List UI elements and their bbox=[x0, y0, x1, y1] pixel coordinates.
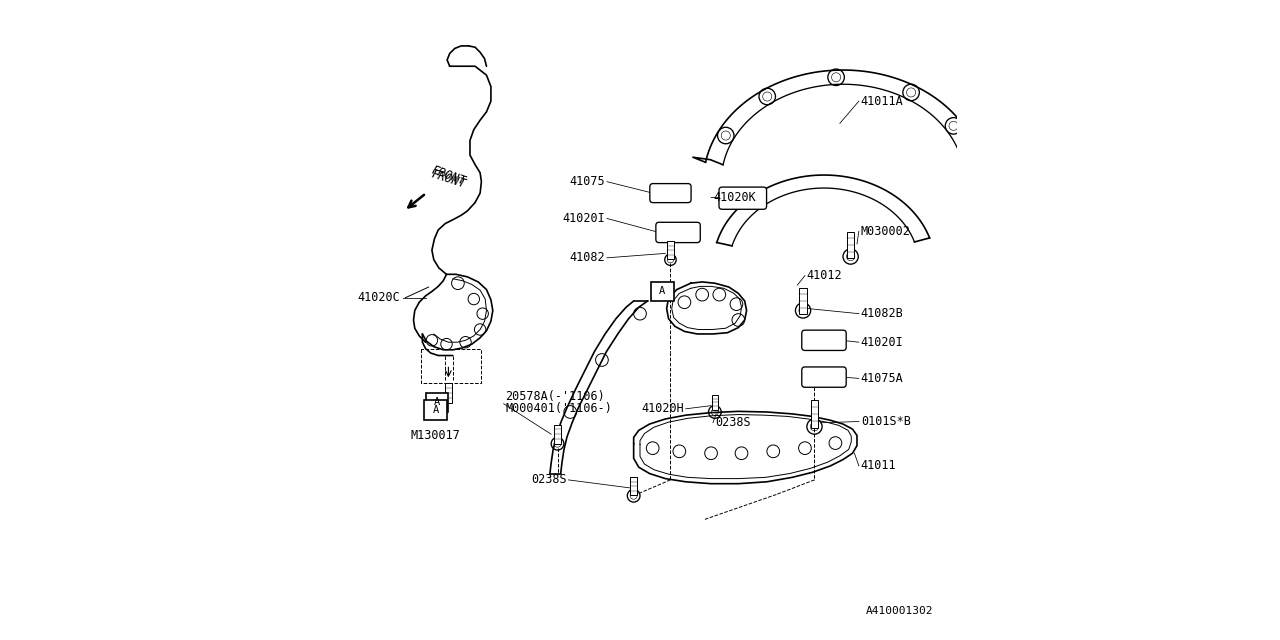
Circle shape bbox=[844, 249, 859, 264]
FancyBboxPatch shape bbox=[650, 184, 691, 203]
Text: 0238S: 0238S bbox=[714, 416, 750, 429]
Text: A: A bbox=[434, 397, 440, 408]
Circle shape bbox=[627, 490, 640, 502]
Text: 41020C: 41020C bbox=[357, 291, 401, 304]
Text: 0101S*B: 0101S*B bbox=[860, 415, 910, 428]
Text: 41011: 41011 bbox=[860, 460, 896, 472]
FancyBboxPatch shape bbox=[554, 425, 561, 444]
Text: 41012: 41012 bbox=[806, 269, 842, 282]
Circle shape bbox=[945, 118, 961, 134]
Circle shape bbox=[759, 88, 776, 105]
FancyBboxPatch shape bbox=[812, 399, 818, 428]
Circle shape bbox=[664, 254, 676, 266]
Text: 41020H: 41020H bbox=[641, 403, 685, 415]
Circle shape bbox=[795, 303, 810, 318]
FancyBboxPatch shape bbox=[655, 222, 700, 243]
Text: A410001302: A410001302 bbox=[865, 605, 933, 616]
Text: A: A bbox=[659, 287, 666, 296]
FancyBboxPatch shape bbox=[799, 287, 808, 314]
Text: M000401('1106-): M000401('1106-) bbox=[506, 403, 612, 415]
Text: 41011A: 41011A bbox=[860, 95, 904, 108]
FancyBboxPatch shape bbox=[445, 383, 452, 403]
Text: 41020I: 41020I bbox=[562, 212, 605, 225]
Circle shape bbox=[552, 437, 564, 450]
Text: M030002: M030002 bbox=[860, 225, 910, 237]
Text: 41075A: 41075A bbox=[860, 372, 904, 385]
Text: M130017: M130017 bbox=[411, 429, 461, 442]
Circle shape bbox=[718, 127, 733, 144]
Circle shape bbox=[709, 406, 721, 419]
Text: A: A bbox=[433, 405, 439, 415]
FancyBboxPatch shape bbox=[801, 330, 846, 351]
Text: 41020K: 41020K bbox=[713, 191, 756, 204]
Text: 41020I: 41020I bbox=[860, 336, 904, 349]
Text: 0238S: 0238S bbox=[531, 474, 567, 486]
Text: FRONT: FRONT bbox=[429, 168, 467, 191]
Text: FRONT: FRONT bbox=[429, 164, 467, 188]
Text: 20578A(-'1106): 20578A(-'1106) bbox=[506, 390, 605, 403]
FancyBboxPatch shape bbox=[801, 367, 846, 387]
FancyBboxPatch shape bbox=[425, 393, 448, 412]
Circle shape bbox=[828, 69, 845, 86]
Text: 41082B: 41082B bbox=[860, 307, 904, 320]
FancyBboxPatch shape bbox=[650, 282, 673, 301]
FancyBboxPatch shape bbox=[424, 401, 447, 420]
FancyBboxPatch shape bbox=[712, 394, 718, 410]
FancyBboxPatch shape bbox=[667, 241, 673, 259]
Circle shape bbox=[902, 84, 919, 100]
Circle shape bbox=[806, 419, 822, 434]
FancyBboxPatch shape bbox=[719, 187, 767, 209]
FancyBboxPatch shape bbox=[631, 477, 637, 495]
FancyBboxPatch shape bbox=[847, 232, 854, 259]
Text: 41075: 41075 bbox=[570, 175, 605, 188]
Text: 41082: 41082 bbox=[570, 252, 605, 264]
